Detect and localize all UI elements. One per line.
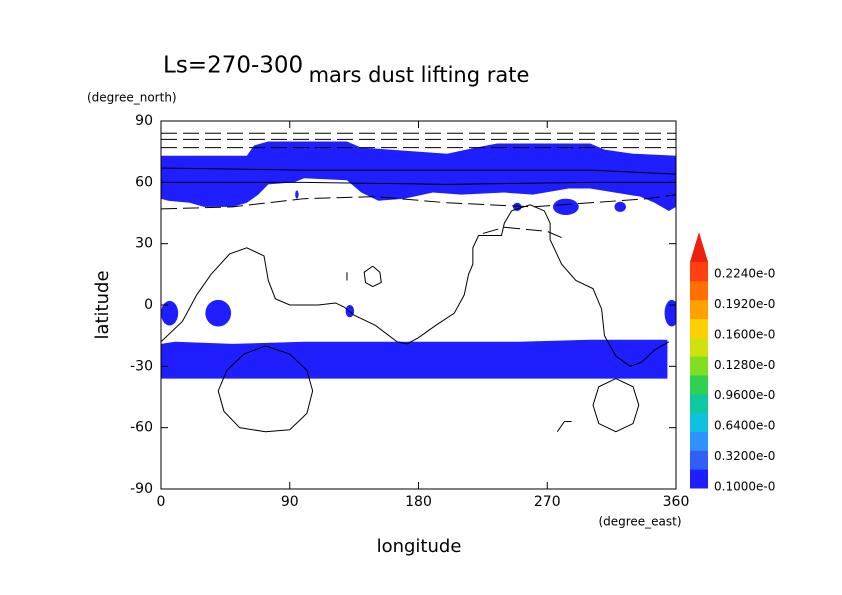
y-tick-label: -30	[130, 358, 153, 374]
contour-line	[482, 226, 562, 238]
colorbar-segment	[690, 375, 708, 395]
contour-line	[217, 345, 314, 433]
colorbar-arrow	[690, 232, 708, 262]
colorbar-label: 0.1600e-0	[714, 327, 775, 341]
contour-line	[363, 265, 382, 288]
plot-area: 0 90 180 270 360 90 60 30 0 -30 -60 -90	[130, 113, 689, 510]
y-tick-label: -60	[130, 420, 153, 436]
field	[161, 132, 676, 433]
x-units: (degree_east)	[598, 515, 681, 529]
x-tick-label: 360	[663, 494, 690, 510]
y-axis-label: latitude	[92, 270, 113, 339]
x-tick-label: 270	[534, 494, 561, 510]
colorbar-label: 0.6400e-0	[714, 419, 775, 433]
colorbar-segment	[690, 412, 708, 432]
filled-region	[161, 339, 668, 379]
contour-line	[161, 194, 676, 210]
x-tick-label: 90	[281, 494, 299, 510]
colorbar-segment	[690, 431, 708, 451]
filled-spot	[512, 202, 522, 211]
colorbar-segment	[690, 337, 708, 357]
colorbar-segment	[690, 356, 708, 376]
x-axis-label: longitude	[377, 536, 462, 557]
y-tick-label: 30	[135, 236, 153, 252]
colorbar-label: 0.2240e-0	[714, 267, 775, 281]
colorbar-label: 0.9600e-0	[714, 388, 775, 402]
colorbar-label: 0.1920e-0	[714, 297, 775, 311]
y-tick-label: 0	[144, 297, 153, 313]
colorbar-label: 0.3200e-0	[714, 449, 775, 463]
contour-line	[556, 421, 572, 433]
chart-title: mars dust lifting rate	[309, 63, 530, 87]
colorbar-segment	[690, 280, 708, 301]
y-tick-label: 90	[135, 113, 153, 129]
filled-region	[161, 141, 676, 211]
colorbar: 0.1000e-0 0.3200e-0 0.6400e-0 0.9600e-0 0.12…	[690, 232, 775, 494]
colorbar-segment	[690, 318, 708, 338]
colorbar-label: 0.1000e-0	[714, 480, 775, 494]
contour-line	[161, 167, 676, 175]
contour-line	[161, 181, 676, 185]
filled-spot	[664, 299, 676, 327]
colorbar-label: 0.1280e-0	[714, 358, 775, 372]
y-tick-label: -90	[130, 481, 153, 497]
colorbar-segment	[690, 450, 708, 470]
contour-line	[592, 378, 640, 433]
filled-spot	[205, 299, 232, 327]
contour-line	[161, 204, 670, 367]
y-tick-label: 60	[135, 174, 153, 190]
filled-spot	[161, 300, 179, 326]
x-tick-label: 180	[405, 494, 432, 510]
y-units: (degree_north)	[87, 91, 177, 105]
colorbar-segment	[690, 262, 708, 282]
filled-spot	[614, 201, 626, 212]
colorbar-segment	[690, 469, 708, 489]
colorbar-segment	[690, 299, 708, 319]
x-tick-label: 0	[157, 494, 166, 510]
chart-subtitle: Ls=270-300	[163, 53, 303, 79]
filled-spot	[552, 198, 579, 216]
colorbar-segment	[690, 393, 708, 414]
filled-spot	[295, 190, 299, 199]
